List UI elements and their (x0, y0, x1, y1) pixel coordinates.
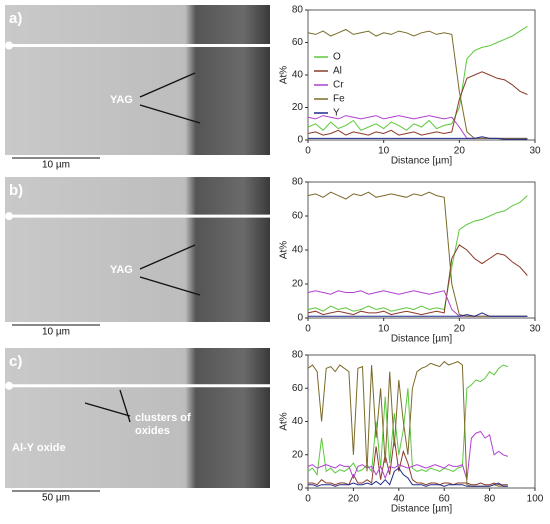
x-tick-label: 30 (529, 324, 541, 335)
series-line (308, 467, 508, 487)
x-tick-label: 0 (305, 324, 311, 335)
scale-label: 10 µm (42, 160, 70, 171)
scale-label: 50 µm (42, 493, 70, 504)
sem-image (5, 348, 270, 488)
y-tick-label: 0 (297, 135, 303, 146)
series-line (307, 71, 528, 136)
x-tick-label: 80 (484, 494, 496, 505)
legend-label: Fe (333, 94, 345, 105)
arrow (139, 72, 196, 98)
y-axis-title: At% (279, 241, 290, 259)
x-tick-label: 20 (454, 146, 466, 157)
x-tick-label: 20 (454, 324, 466, 335)
y-tick-label: 20 (292, 449, 304, 460)
panel-label: b) (9, 182, 23, 199)
x-tick-label: 0 (305, 146, 311, 157)
series-line (307, 191, 528, 317)
y-tick-label: 20 (292, 279, 304, 290)
y-axis-title: At% (279, 66, 290, 84)
plot-frame (307, 354, 536, 489)
sem-image (5, 177, 270, 322)
series-line (307, 364, 508, 477)
y-tick-label: 40 (292, 70, 304, 81)
y-tick-label: 40 (292, 416, 304, 427)
arrow (139, 244, 196, 270)
x-tick-label: 40 (393, 494, 405, 505)
x-tick-label: 10 (378, 146, 390, 157)
panel-label: a) (9, 10, 22, 27)
x-axis-title: Distance [µm] (391, 156, 453, 167)
y-tick-label: 80 (292, 5, 304, 16)
legend-label: O (333, 52, 341, 63)
x-axis-title: Distance [µm] (391, 504, 453, 515)
arrow (84, 402, 131, 417)
plot-frame (307, 9, 536, 141)
y-tick-label: 0 (297, 313, 303, 324)
legend-label: Y (333, 108, 340, 119)
y-tick-label: 60 (292, 37, 304, 48)
arrow (139, 104, 201, 124)
panel-label: c) (9, 353, 22, 370)
scale-label: 10 µm (42, 327, 70, 338)
series-line (307, 244, 528, 316)
y-tick-label: 40 (292, 245, 304, 256)
x-axis-title: Distance [µm] (391, 334, 453, 345)
x-tick-label: 30 (529, 146, 541, 157)
arrow (139, 276, 201, 296)
y-tick-label: 80 (292, 350, 304, 361)
scan-start (5, 212, 13, 221)
series-line (307, 290, 528, 317)
y-tick-label: 0 (297, 483, 303, 494)
annotation: oxides (135, 425, 170, 437)
x-tick-label: 0 (305, 494, 311, 505)
annotation: YAG (110, 264, 133, 276)
series-line (308, 438, 508, 486)
y-axis-title: At% (279, 412, 290, 430)
scan-start (5, 41, 13, 50)
x-tick-label: 20 (348, 494, 360, 505)
series-line (307, 195, 528, 312)
series-line (307, 430, 508, 480)
legend-label: Al (333, 66, 342, 77)
scan-start (5, 381, 13, 390)
y-tick-label: 80 (292, 177, 304, 188)
series-line (308, 136, 528, 140)
x-tick-label: 60 (439, 494, 451, 505)
plot-frame (307, 181, 536, 319)
annotation: clusters of (135, 412, 191, 424)
x-tick-label: 10 (378, 324, 390, 335)
x-tick-label: 100 (527, 494, 544, 505)
y-tick-label: 60 (292, 383, 304, 394)
y-tick-label: 20 (292, 102, 304, 113)
sem-image (5, 5, 270, 155)
series-line (307, 25, 528, 131)
arrow (119, 389, 131, 423)
legend-label: Cr (333, 80, 344, 91)
annotation: Al-Y oxide (12, 442, 66, 454)
y-tick-label: 60 (292, 211, 304, 222)
series-line (308, 312, 528, 317)
annotation: YAG (110, 94, 133, 106)
